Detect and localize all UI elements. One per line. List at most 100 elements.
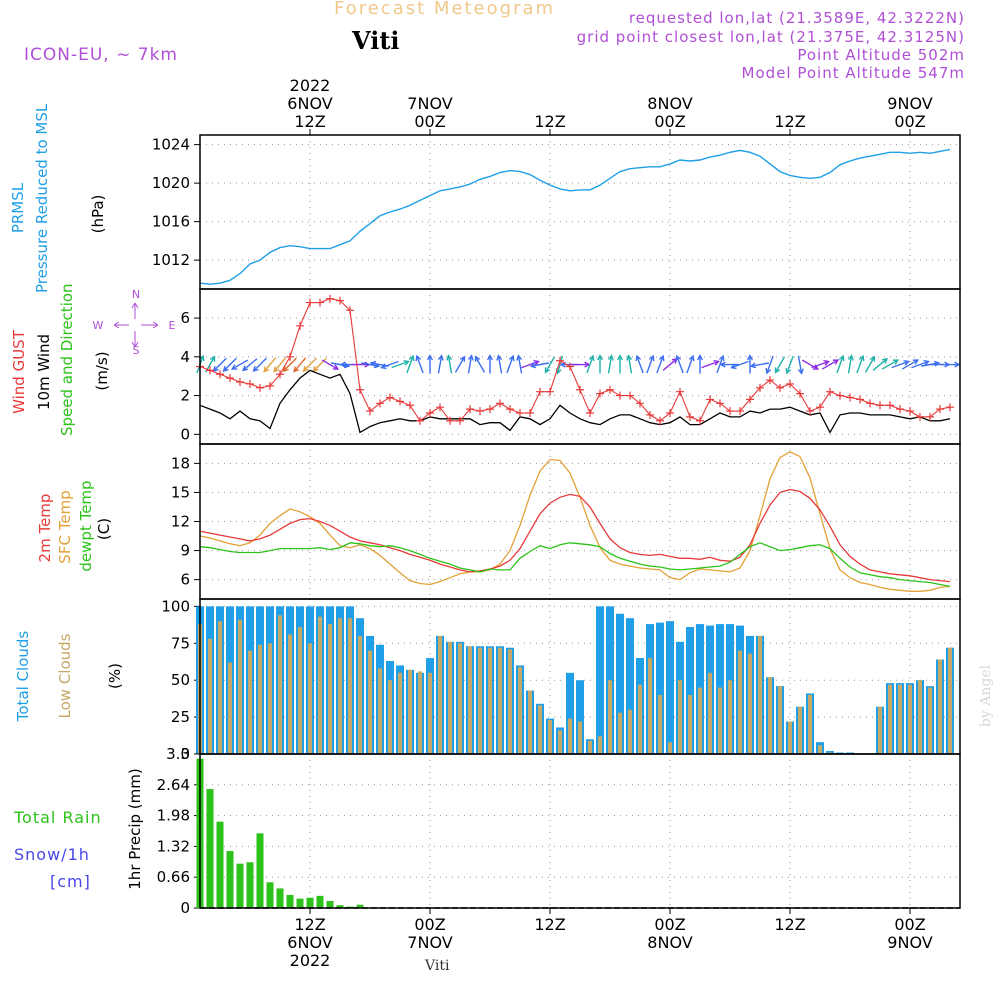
snow-unit-label: [cm] — [50, 872, 91, 891]
wind-gust-marker — [846, 393, 854, 402]
panel-frame-precip — [199, 753, 961, 909]
low-cloud-bar — [568, 718, 572, 754]
wind-gust-marker — [276, 370, 284, 379]
wind-arrow-head — [293, 366, 300, 373]
wind-arrow-head — [858, 354, 865, 362]
wind-arrow-head — [508, 354, 515, 362]
low-cloud-bar — [528, 690, 532, 754]
wind-arrow-head — [912, 359, 920, 365]
precip-bar — [316, 895, 324, 908]
wind-arrow-head — [459, 355, 466, 362]
wind-gust-marker — [706, 395, 714, 404]
y-tick-label-temp: 9 — [180, 542, 190, 560]
wind-gust-marker — [656, 416, 664, 425]
wind-arrow-head — [415, 354, 422, 362]
low-cloud-bar — [518, 666, 522, 754]
low-cloud-bar — [648, 658, 652, 754]
low-cloud-bar — [658, 694, 662, 754]
wind-arrow — [223, 357, 237, 372]
wind-arrow — [497, 355, 503, 374]
wind-gust-marker — [486, 405, 494, 414]
wind-arrow — [607, 355, 613, 374]
low-cloud-bar — [218, 621, 222, 754]
pressure-label-msl: Pressure Reduced to MSL — [33, 103, 51, 293]
wind-arrow — [751, 362, 769, 367]
wind-arrow — [801, 359, 819, 370]
y-tick-label-temp: 18 — [171, 454, 190, 472]
wind-arrow — [836, 355, 844, 374]
low-cloud-bar — [878, 706, 882, 754]
panel-frame-pressure — [199, 134, 961, 290]
low-cloud-bar — [718, 687, 722, 754]
y-tick-label-pressure: 1020 — [152, 174, 190, 192]
wind-arrow-head — [332, 364, 340, 370]
low-cloud-bar — [388, 680, 392, 754]
precip-bar — [216, 821, 224, 908]
precip-bar — [276, 888, 284, 908]
wind-arrow — [662, 358, 678, 371]
top-time-label: 6NOV — [287, 94, 332, 113]
wind-arrow — [381, 360, 399, 369]
wind-gust-marker — [866, 399, 874, 408]
bottom-time-label: 00Z — [654, 915, 685, 934]
top-time-label: 12Z — [294, 112, 325, 131]
wind-arrow — [901, 359, 919, 370]
wind-gust-marker — [926, 412, 934, 421]
wind-gust-marker — [416, 416, 424, 425]
y-tick-label-precip: 2.64 — [157, 776, 190, 794]
y-tick-label-clouds: 25 — [171, 708, 190, 726]
compass-n: N — [132, 288, 140, 301]
y-tick-label-clouds: 50 — [171, 671, 190, 689]
wind-gust-marker — [346, 306, 354, 315]
total-clouds-label: Total Clouds — [14, 630, 32, 722]
wind-arrow — [676, 355, 684, 374]
low-cloud-bar — [678, 680, 682, 754]
grid-point-coords: grid point closest lon,lat (21.375E, 42.… — [576, 28, 965, 46]
wind-gust-marker — [246, 379, 254, 388]
wind-gust-marker — [856, 395, 864, 404]
wind-arrow-head — [209, 355, 216, 362]
wind-arrow-head — [607, 354, 614, 361]
low-cloud-bar — [398, 672, 402, 754]
low-cloud-bar — [458, 643, 462, 754]
wind-gust-marker — [296, 321, 304, 330]
wind-arrow-head — [339, 361, 346, 368]
wind-arrow-head — [749, 362, 757, 369]
wind-arrow-head — [923, 360, 930, 366]
y-tick-label-temp: 6 — [180, 571, 190, 589]
wind-arrow — [321, 359, 339, 370]
wind-gust-marker — [716, 399, 724, 408]
wind-arrow-head — [241, 365, 249, 372]
wind-arrow — [774, 356, 786, 373]
total-cloud-bar — [686, 627, 694, 754]
wind-gust-marker — [256, 383, 264, 392]
bottom-time-label: 00Z — [894, 915, 925, 934]
low-cloud-bar — [578, 721, 582, 754]
wind-arrow-head — [785, 367, 792, 375]
compass-w: W — [93, 319, 104, 332]
wind-gust-marker — [746, 395, 754, 404]
temp-2m-line — [199, 488, 951, 583]
total-cloud-bar — [616, 613, 624, 754]
wind-gust-marker — [936, 405, 944, 414]
low-cloud-bar — [338, 618, 342, 754]
wind-gust-marker — [896, 405, 904, 414]
wind-arrow-head — [774, 367, 781, 374]
wind-gust-marker — [306, 298, 314, 307]
watermark: by Angel — [978, 664, 994, 728]
wind-arrow-head — [302, 365, 309, 372]
panel-frame-wind — [199, 288, 961, 445]
low-cloud-bar — [328, 624, 332, 754]
y-tick-label-clouds: 0 — [180, 745, 190, 763]
wind-gust-marker — [326, 294, 334, 303]
wind-arrow — [447, 355, 453, 374]
y-tick-label-precip: 0 — [180, 899, 190, 917]
wind-gust-marker — [476, 407, 484, 416]
wind-arrow-head — [486, 354, 494, 361]
wind-arrow-head — [380, 363, 387, 370]
wind-gust-marker — [806, 407, 814, 416]
low-cloud-bar — [818, 745, 822, 754]
low-cloud-bar — [288, 634, 292, 754]
wind-gust-label: Wind GUST — [10, 330, 28, 414]
wind-arrow — [911, 360, 929, 369]
